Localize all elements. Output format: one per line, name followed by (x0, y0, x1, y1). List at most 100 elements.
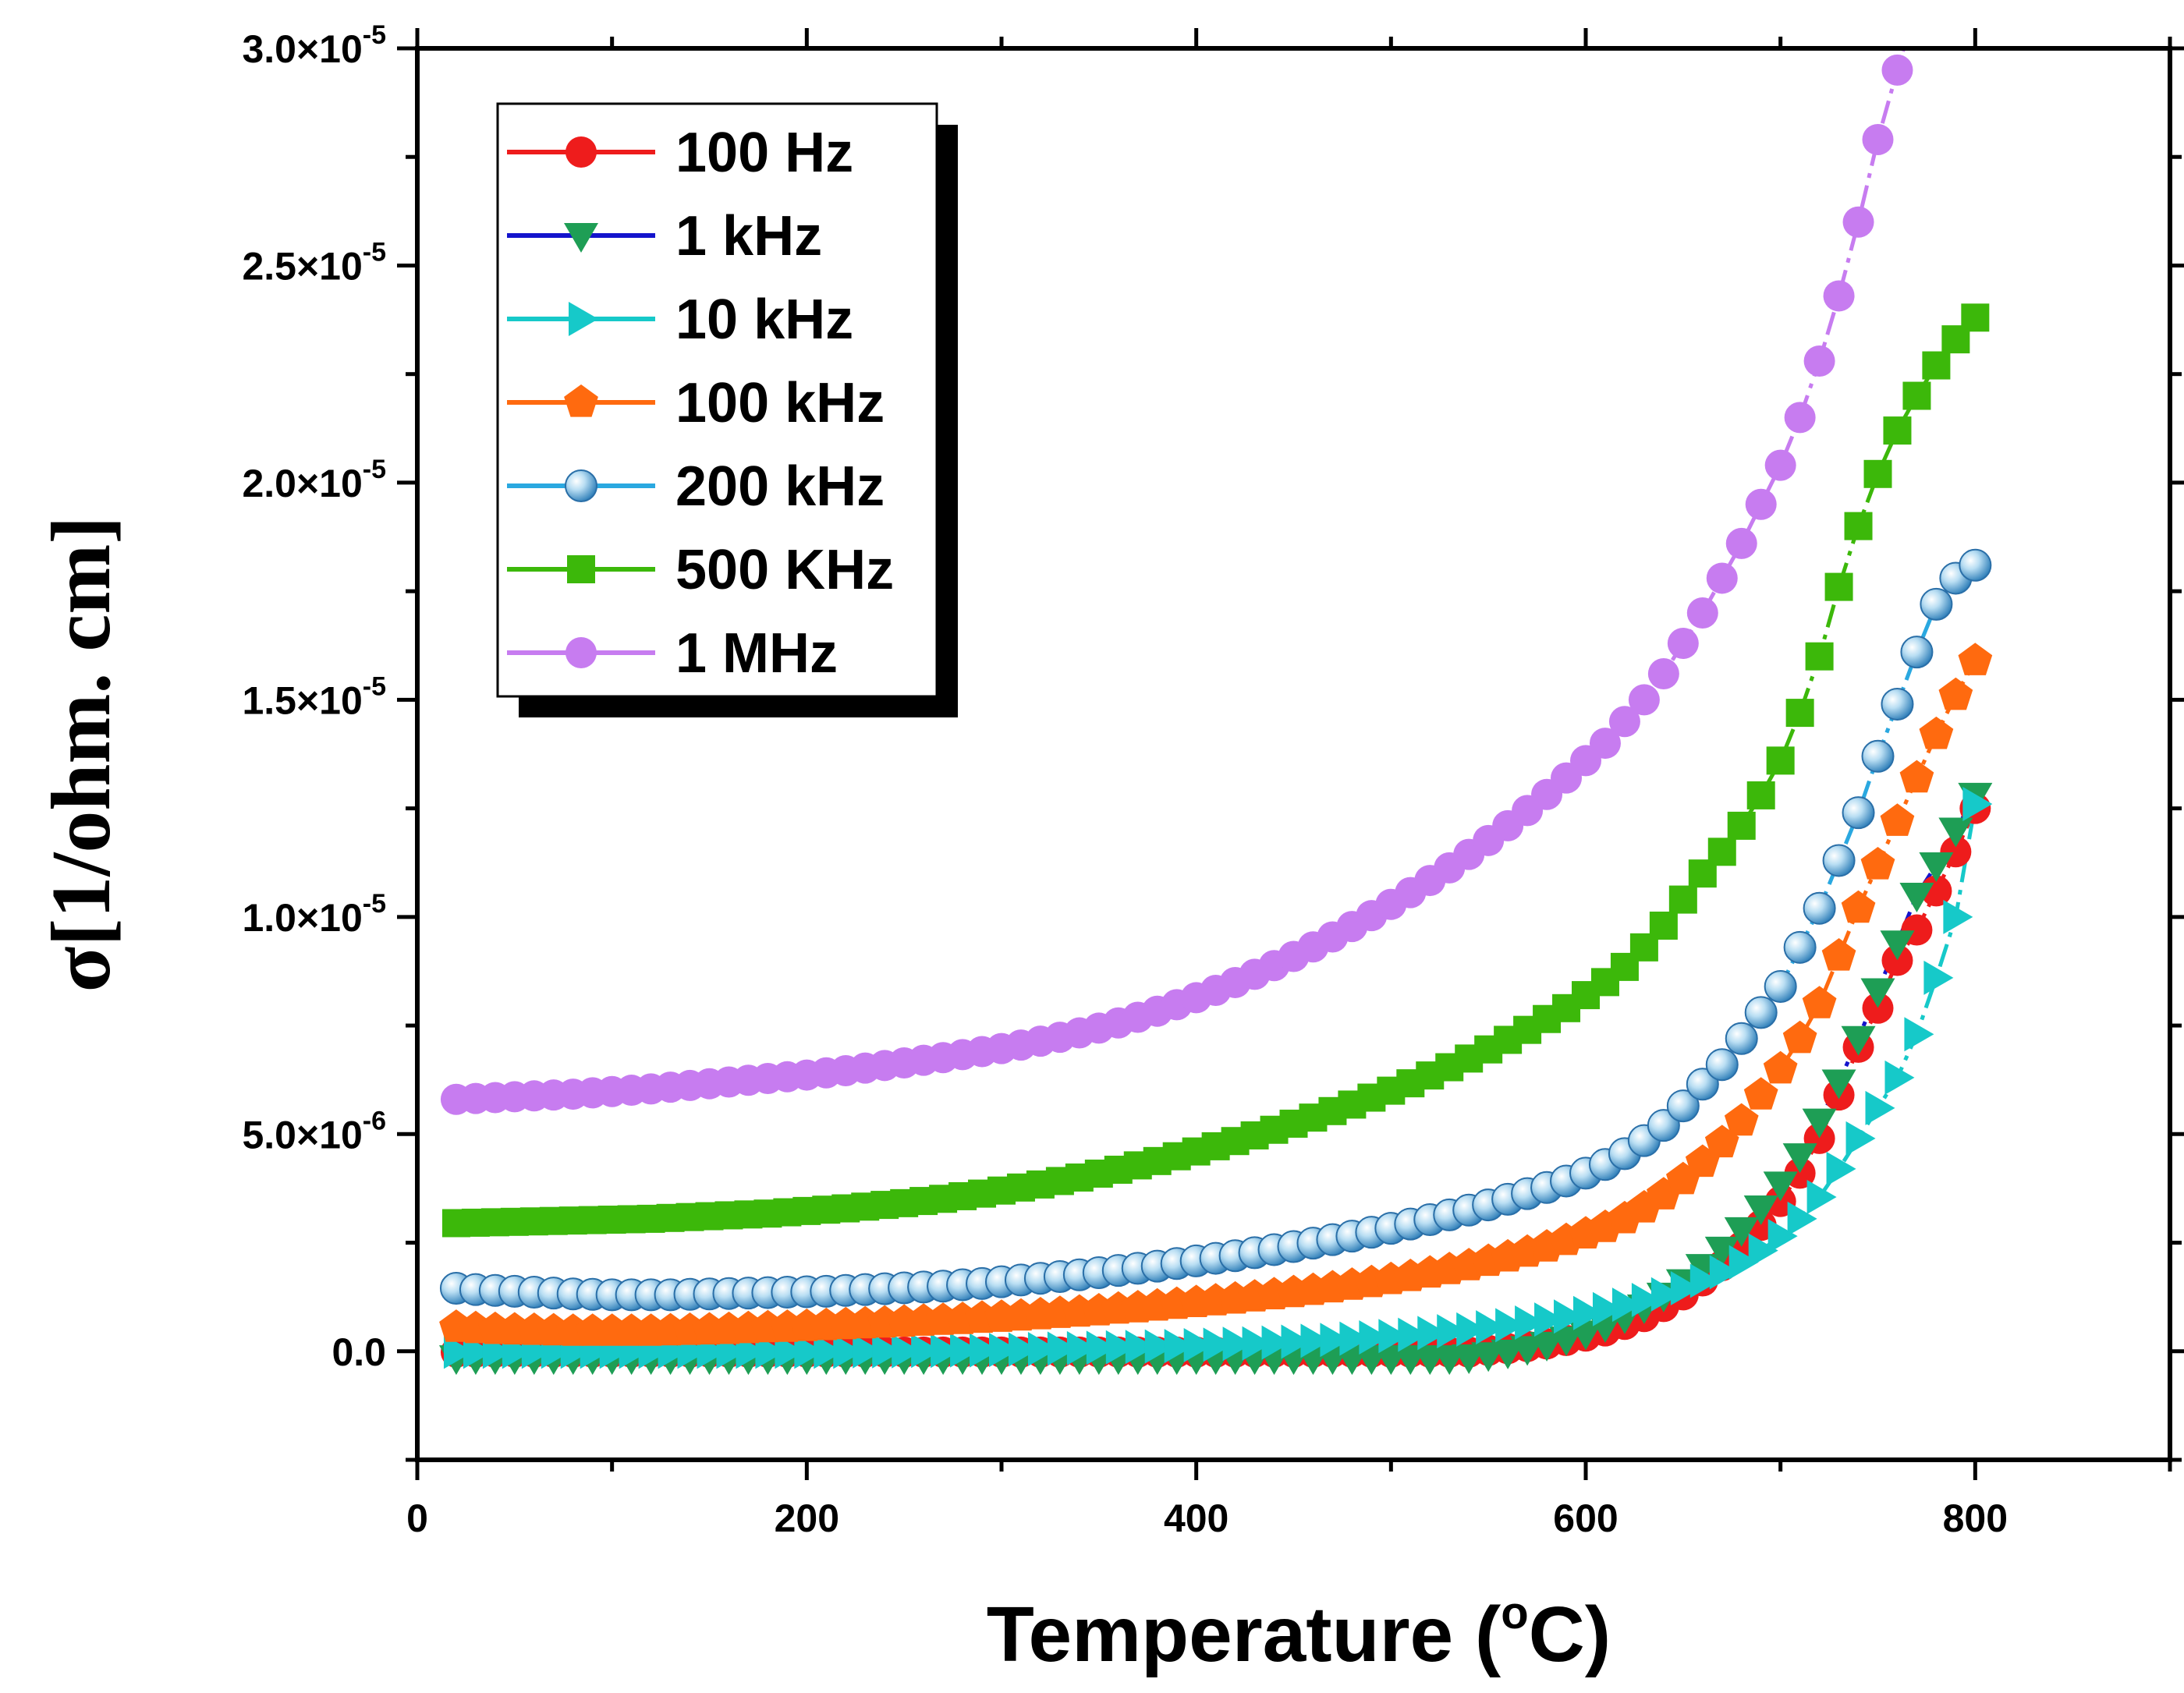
data-point (1554, 1299, 1584, 1334)
data-point (794, 1334, 824, 1369)
data-point (1705, 1048, 1739, 1082)
data-point (1398, 1317, 1428, 1352)
series-markers-4 (439, 548, 1992, 1312)
data-point (1841, 890, 1876, 923)
legend-item: 100 kHz (507, 372, 885, 434)
data-point (1476, 1310, 1506, 1345)
data-point (1784, 402, 1816, 434)
data-point (1261, 1325, 1292, 1360)
data-point (1938, 817, 1973, 848)
legend-marker (566, 637, 597, 668)
series-markers-2 (443, 787, 1993, 1369)
data-point (1748, 1233, 1778, 1268)
y-tick-label: 2.0×10-5 (242, 455, 386, 505)
data-point (872, 1334, 902, 1369)
legend-marker (564, 384, 598, 417)
data-point (1865, 1090, 1895, 1125)
data-point (1822, 844, 1856, 877)
data-point (1958, 643, 1993, 675)
data-point (1862, 992, 1894, 1024)
data-point (1821, 938, 1856, 971)
data-point (950, 1333, 980, 1368)
data-point (1727, 811, 1756, 840)
data-point (1923, 960, 1954, 995)
data-point (1491, 1339, 1526, 1369)
data-point (1782, 1020, 1817, 1054)
legend-item: 10 kHz (507, 289, 853, 351)
data-point (1704, 1236, 1739, 1266)
data-point (755, 1334, 785, 1369)
data-point (1802, 986, 1837, 1018)
data-point (1860, 847, 1895, 880)
legend-item: 1 MHz (507, 622, 838, 685)
data-point (1066, 1330, 1097, 1365)
data-point (1805, 642, 1834, 671)
data-point (1744, 996, 1778, 1029)
data-point (989, 1333, 1019, 1368)
data-point (1860, 978, 1895, 1008)
data-point (1961, 303, 1990, 332)
data-point (1417, 1316, 1448, 1351)
data-point (1592, 1291, 1622, 1326)
data-point (1802, 1108, 1837, 1139)
data-point (892, 1334, 922, 1369)
data-point (1631, 1283, 1661, 1318)
data-point (1495, 1308, 1526, 1343)
plot-frame (415, 46, 2172, 1462)
data-point (1823, 280, 1855, 312)
data-point (1105, 1330, 1136, 1365)
data-point (1806, 1180, 1837, 1215)
data-point (1724, 1217, 1759, 1247)
legend-label: 100 kHz (675, 372, 885, 434)
data-point (1589, 728, 1621, 760)
data-point (1242, 1326, 1272, 1361)
data-point (1763, 1171, 1798, 1202)
data-point (1881, 54, 1913, 86)
data-point (1743, 1077, 1778, 1110)
y-tick-label: 5.0×10-6 (242, 1106, 386, 1156)
data-point (911, 1334, 941, 1369)
y-tick-label: 1.0×10-5 (242, 889, 386, 940)
legend-label: 100 Hz (675, 122, 853, 184)
legend-label: 10 kHz (675, 289, 853, 351)
data-point (1628, 684, 1660, 716)
data-point (1725, 1022, 1758, 1055)
data-point (443, 1334, 473, 1369)
data-point (1183, 1327, 1214, 1362)
data-point (1706, 562, 1738, 594)
data-point (1725, 527, 1757, 559)
data-point (1650, 1277, 1681, 1312)
data-point (1902, 381, 1931, 410)
data-point (1378, 1319, 1409, 1354)
data-point (1901, 0, 1932, 20)
data-point (1785, 699, 1814, 728)
data-point (1959, 548, 1992, 582)
data-point (1339, 1321, 1370, 1356)
data-point (1783, 930, 1817, 964)
data-point (1008, 1332, 1038, 1367)
data-point (1320, 1323, 1350, 1358)
data-point (1844, 512, 1873, 540)
data-point (1222, 1326, 1253, 1362)
data-point (1047, 1331, 1077, 1366)
legend-item: 500 KHz (507, 539, 894, 601)
data-point (1899, 883, 1934, 912)
data-point (1962, 787, 1993, 822)
legend-marker (566, 136, 597, 168)
data-point (1569, 1320, 1603, 1351)
data-point (1803, 891, 1836, 925)
data-point (1144, 1329, 1175, 1364)
series-markers (438, 0, 1993, 1376)
legend-marker (569, 302, 598, 336)
data-point (1686, 597, 1718, 629)
data-point (970, 1333, 1000, 1368)
data-point (1666, 1089, 1700, 1123)
x-axis: 0 200 400 600 800 (406, 28, 2172, 1540)
data-point (1689, 1263, 1720, 1298)
y-axis-title: σ[1/ohm. cm] (35, 516, 128, 993)
data-point (1943, 899, 1973, 934)
x-tick-label: 800 (1943, 1496, 2008, 1540)
data-point (1724, 1103, 1759, 1136)
legend-label: 200 kHz (675, 455, 885, 518)
legend-marker (565, 469, 597, 502)
